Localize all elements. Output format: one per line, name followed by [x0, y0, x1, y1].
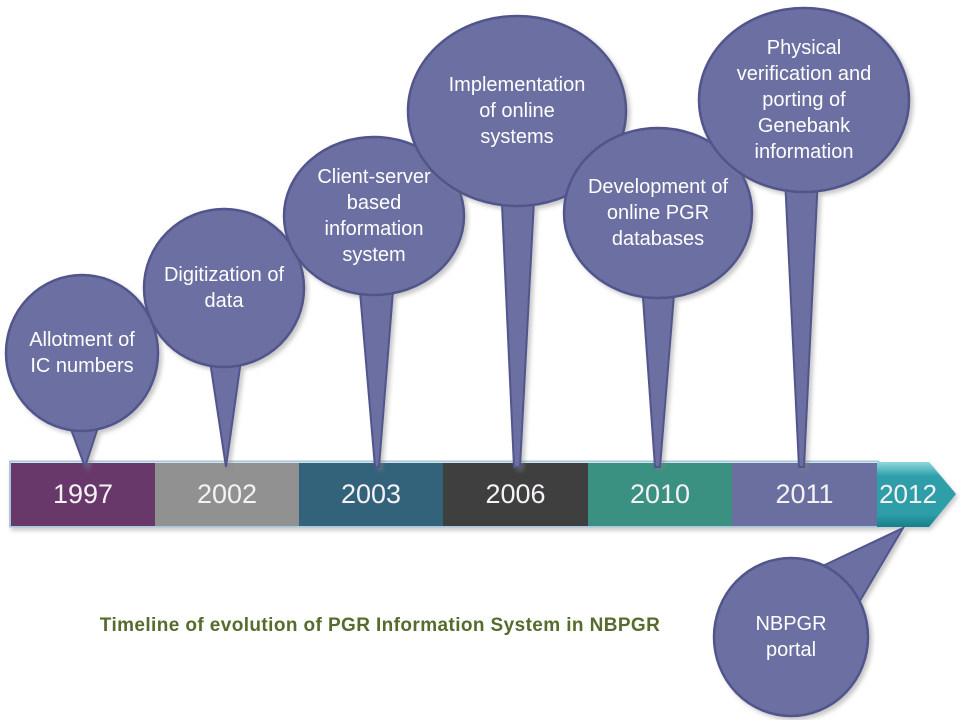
tail-2006 [499, 179, 537, 468]
balloon-label-2003: Client-server based information system [317, 166, 431, 266]
balloon-label-2006: Implementation of online systems [448, 74, 586, 148]
tail-2010 [640, 280, 677, 468]
bubble-2006 [406, 14, 628, 208]
tail-2011 [783, 174, 820, 468]
balloon-label-2010: Development of online PGR databases [587, 176, 729, 250]
segment-1997 [11, 463, 155, 526]
year-label-2011: 2011 [775, 479, 834, 509]
caption-title: Timeline of evolution of PGR Information… [99, 615, 661, 636]
balloon-label-2012: NBPGR portal [755, 613, 827, 661]
balloon-label-1997: Allotment of IC numbers [29, 329, 135, 377]
balloon-2006 [406, 14, 628, 468]
segment-2012-arrow [877, 462, 956, 527]
balloon-label-2002: Digitization of data [163, 264, 285, 312]
balloon-2002 [142, 207, 306, 468]
year-label-1997: 1997 [52, 479, 114, 509]
balloon-2010 [562, 126, 754, 468]
bubble-2011 [697, 6, 911, 194]
segment-2002 [155, 463, 299, 526]
segment-2003 [299, 463, 443, 526]
bubble-2003 [282, 135, 466, 297]
tail-2003 [357, 276, 396, 468]
balloon-2003 [282, 135, 466, 468]
bubble-1997 [4, 273, 160, 433]
year-label-2012: 2012 [879, 479, 937, 509]
year-label-2006: 2006 [485, 479, 546, 509]
year-label-2002: 2002 [196, 479, 258, 509]
balloon-2011 [697, 6, 911, 468]
segment-2006 [443, 463, 588, 526]
bubble-2010 [562, 126, 754, 300]
segment-2011 [732, 463, 877, 526]
year-label-2003: 2003 [340, 479, 402, 509]
year-label-2010: 2010 [629, 479, 691, 509]
segment-2010 [588, 463, 732, 526]
bubble-2012 [712, 556, 870, 718]
balloon-1997 [4, 273, 160, 471]
balloon-label-2011: Physical verification and porting of Gen… [736, 37, 872, 163]
bubble-2002 [142, 207, 306, 369]
balloon-2012 [712, 525, 906, 718]
timeline-bar [9, 460, 956, 528]
